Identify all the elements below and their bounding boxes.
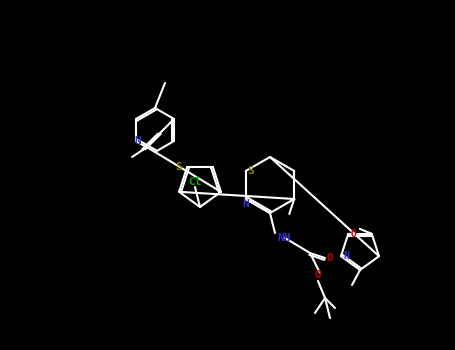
Text: NH: NH	[277, 233, 290, 243]
Text: S: S	[248, 166, 254, 176]
Text: N: N	[135, 136, 142, 146]
Text: N: N	[343, 251, 349, 261]
Text: Cl: Cl	[188, 177, 202, 187]
Text: O: O	[327, 253, 334, 263]
Text: S: S	[176, 162, 182, 172]
Text: O: O	[350, 229, 356, 239]
Text: N: N	[243, 199, 249, 209]
Text: O: O	[314, 270, 321, 280]
